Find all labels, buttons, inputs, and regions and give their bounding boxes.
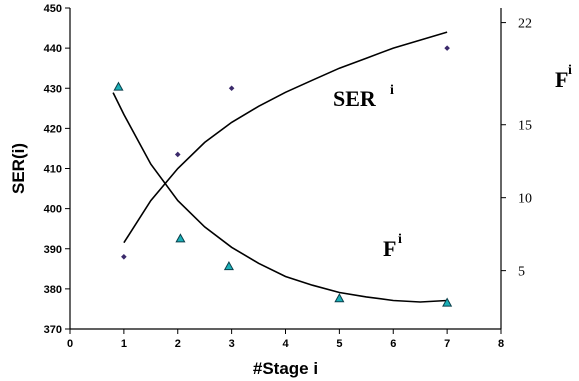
triangle-point xyxy=(223,261,234,271)
x-axis-title: #Stage i xyxy=(253,359,318,378)
diamond-point xyxy=(121,253,127,260)
y-tick-label: 450 xyxy=(44,3,62,15)
series-label-f: F xyxy=(383,236,396,261)
y2-axis-title-sup: i xyxy=(568,63,572,78)
y2-axis-title: F xyxy=(555,67,568,92)
x-tick-label: 7 xyxy=(444,338,450,350)
series-label-f-sup: i xyxy=(398,232,402,247)
y2-tick-label: 5 xyxy=(518,265,525,280)
axes-layer xyxy=(65,7,506,334)
x-tick-label: 6 xyxy=(390,338,396,350)
diamond-point xyxy=(174,151,181,158)
y-tick-label: 440 xyxy=(44,43,62,55)
y-tick-label: 380 xyxy=(44,284,62,296)
series-label-ser: SER xyxy=(333,86,377,111)
triangle-point xyxy=(334,293,345,303)
fit-curve-0 xyxy=(123,31,448,244)
y2-tick-label: 10 xyxy=(518,192,532,207)
labels: 0 1 2 3 4 5 6 7 8 370 380 390 400 410 420 430 440 450 5 10 1… xyxy=(9,3,572,378)
x-tick-label: 8 xyxy=(498,338,504,350)
diamond-point xyxy=(444,45,450,51)
triangle-point xyxy=(175,233,186,243)
y-axis-title: SER(i) xyxy=(9,143,28,194)
x-tick-label: 0 xyxy=(67,338,73,350)
y-tick-label: 420 xyxy=(44,123,62,135)
x-tick-label: 4 xyxy=(282,338,289,350)
triangle-point xyxy=(113,81,124,91)
x-tick-label: 1 xyxy=(121,338,127,350)
y2-tick-label: 15 xyxy=(518,119,532,134)
diamond-point xyxy=(228,85,235,92)
y-tick-label: 400 xyxy=(44,204,62,216)
fit-curves xyxy=(112,31,448,303)
x-tick-label: 5 xyxy=(336,338,342,350)
y-tick-label: 430 xyxy=(44,83,62,95)
series-label-ser-sup: i xyxy=(390,83,394,98)
y-tick-label: 370 xyxy=(44,324,62,336)
fit-curve-1 xyxy=(112,92,448,303)
y-tick-label: 390 xyxy=(44,244,62,256)
y2-tick-label: 22 xyxy=(518,17,532,32)
x-tick-label: 2 xyxy=(175,338,181,350)
y-tick-label: 410 xyxy=(44,164,62,176)
x-tick-label: 3 xyxy=(229,338,235,350)
data-points xyxy=(113,45,453,307)
triangle-point xyxy=(442,297,453,307)
